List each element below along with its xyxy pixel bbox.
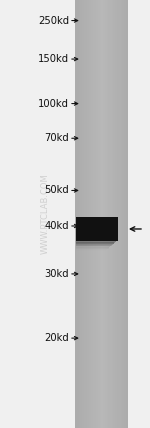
Bar [120, 0, 122, 428]
Bar [75, 0, 77, 428]
Bar [87, 0, 89, 428]
Bar [76, 249, 107, 250]
Text: 100kd: 100kd [38, 98, 69, 109]
Bar [105, 0, 107, 428]
Bar [126, 0, 128, 428]
Bar [76, 248, 108, 250]
Bar [117, 0, 119, 428]
Text: 150kd: 150kd [38, 54, 69, 64]
Bar [76, 244, 113, 245]
Bar [96, 0, 98, 428]
Bar [115, 0, 117, 428]
Bar [122, 0, 124, 428]
Bar [124, 0, 126, 428]
Bar [76, 247, 108, 249]
Bar [112, 0, 114, 428]
Bar [106, 0, 108, 428]
Bar [80, 0, 82, 428]
Bar [84, 0, 86, 428]
Bar [75, 0, 128, 428]
Bar [93, 0, 94, 428]
Bar [76, 242, 115, 243]
Bar [98, 0, 100, 428]
Text: 40kd: 40kd [44, 221, 69, 231]
Bar [76, 246, 110, 247]
Text: 30kd: 30kd [44, 269, 69, 279]
Bar [82, 0, 84, 428]
Bar [77, 0, 79, 428]
Bar [76, 217, 118, 241]
Bar [110, 0, 112, 428]
Bar [76, 241, 116, 242]
Bar [85, 0, 87, 428]
Bar [91, 0, 93, 428]
Bar [108, 0, 110, 428]
Bar [76, 240, 117, 241]
Bar [76, 242, 114, 244]
Text: 250kd: 250kd [38, 15, 69, 26]
Bar [76, 250, 106, 251]
Bar [89, 0, 91, 428]
Text: 50kd: 50kd [44, 185, 69, 196]
Bar [76, 245, 111, 247]
Text: 70kd: 70kd [44, 133, 69, 143]
Bar [76, 243, 114, 244]
Text: WWW.PTCLAB.COM: WWW.PTCLAB.COM [40, 174, 50, 254]
Bar [119, 0, 121, 428]
Bar [76, 240, 118, 241]
Bar [101, 0, 103, 428]
Bar [94, 0, 96, 428]
Bar [78, 0, 80, 428]
Bar [103, 0, 105, 428]
Text: 20kd: 20kd [44, 333, 69, 343]
Bar [114, 0, 115, 428]
Bar [76, 247, 109, 248]
Bar [76, 244, 112, 246]
Bar [99, 0, 101, 428]
